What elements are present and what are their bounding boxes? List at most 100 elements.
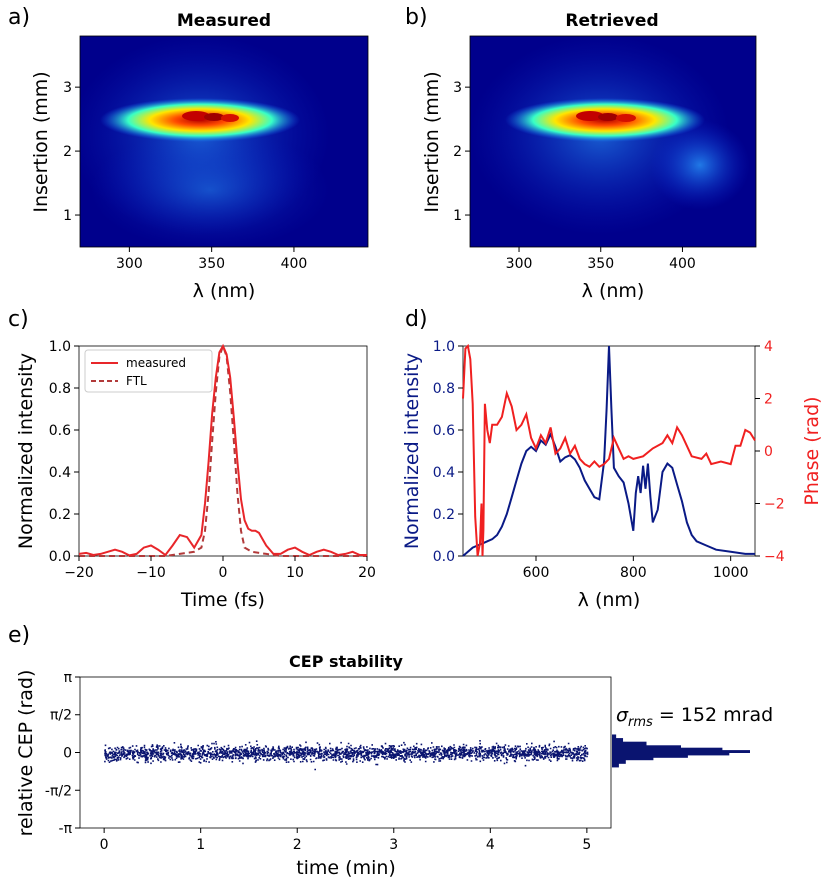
chart-e-ylabel: relative CEP (rad) [15,670,37,837]
x-tick-label: 600 [523,565,550,581]
histogram-bar [612,752,730,756]
histogram-bar [612,741,647,746]
y-right-tick-label: −4 [764,549,785,565]
chart-d-ylabel-right: Phase (rad) [801,396,823,505]
x-tick-label: 10 [286,565,304,581]
y-tick-label: 0.0 [49,549,71,565]
heatmap-b-xlabel: λ (nm) [582,280,645,302]
heatmap-a-spot-2 [204,113,224,121]
y-tick-label: π/2 [50,708,72,724]
histogram-bar [612,734,617,739]
series-line-measured [78,343,367,557]
y-tick-label: 0.8 [49,381,71,397]
y-tick-label: 0.4 [49,465,71,481]
heatmap-b-spot-3 [616,114,636,122]
sigma-subscript: rms [628,715,653,730]
panel-label-c: c) [8,307,29,332]
heatmap-b-ticks: 300 350 400 1 2 3 [453,80,696,272]
y-tick-label: 0.2 [433,507,455,523]
histogram-bar [612,738,624,743]
chart-d-xlabel: λ (nm) [578,589,641,611]
y-tick-label: 0.2 [49,507,71,523]
chart-d-ticks: 600 800 1000 0.0 0.2 0.4 0.6 0.8 1.0 −4 −2 0 2 4 [433,339,785,581]
x-tick-label: 1 [196,837,205,853]
chart-d-ylabel-left: Normalized intensity [401,353,423,549]
histogram-bar [612,747,723,751]
y-tick-label: 0 [63,746,72,762]
x-tick-label: 0 [100,837,109,853]
chart-e-histogram [612,734,750,768]
x-tick-label: 3 [389,837,398,853]
heatmap-a-title: Measured [177,11,271,31]
chart-e-ticks: 0 1 2 3 4 5 -π -π/2 0 π/2 π [45,670,591,853]
histogram-bar [612,757,654,761]
y-tick-label: 0.6 [49,423,71,439]
heatmap-b-ylabel: Insertion (mm) [421,71,443,212]
x-tick-label: 400 [669,256,696,272]
y-right-tick-label: 0 [764,444,773,460]
x-tick-label: −20 [64,565,94,581]
chart-d-frame [462,345,756,557]
x-tick-label: −10 [136,565,166,581]
series-line-ftl [79,342,367,557]
y-tick-label: 1.0 [49,339,71,355]
histogram-bar [612,759,626,764]
panel-label-d: d) [405,307,428,332]
histogram-bar [612,745,681,749]
heatmap-a-frame [79,35,369,248]
y-tick-label: 3 [453,80,462,96]
y-tick-label: 0.8 [433,381,455,397]
panel-label-e: e) [8,623,30,648]
heatmap-a-spot-3 [221,114,239,122]
chart-d-plot [462,343,756,557]
chart-e: CEP stability 0 1 2 3 4 5 -π -π/2 0 π/2 π σrms = 1… [15,652,773,879]
legend-label-ftl: FTL [126,374,147,388]
chart-c: −20 −10 0 10 20 0.0 0.2 0.4 0.6 0.8 1.0 measured F… [15,339,376,611]
histogram-bar [612,763,619,768]
series-line-phase [462,343,756,557]
y-tick-label: 0.6 [433,423,455,439]
x-tick-label: 800 [620,565,647,581]
heatmap-b-side-glow [650,120,750,210]
y-tick-label: 0.0 [433,549,455,565]
y-tick-label: 0.4 [433,465,455,481]
chart-c-plot [78,342,367,557]
chart-d: 600 800 1000 0.0 0.2 0.4 0.6 0.8 1.0 −4 −2 0 2 4 λ (n… [401,339,823,611]
sigma-annotation: σrms = 152 mrad [616,704,773,730]
chart-e-xlabel: time (min) [296,857,396,879]
x-tick-label: 350 [587,256,614,272]
heatmap-a: Measured 300 350 400 1 2 3 λ (nm) Insertion (… [30,11,369,302]
x-tick-label: 20 [358,565,376,581]
heatmap-b-spot-2 [598,113,618,121]
x-tick-label: 0 [219,565,228,581]
x-tick-label: 300 [506,256,533,272]
y-tick-label: 3 [63,80,72,96]
y-tick-label: 1 [453,208,462,224]
x-tick-label: 400 [281,256,308,272]
panel-label-a: a) [8,5,30,30]
heatmap-a-ylabel: Insertion (mm) [30,71,52,212]
scatter-points [104,740,589,771]
series-line-intensity [462,345,755,557]
x-tick-label: 2 [293,837,302,853]
x-tick-label: 350 [198,256,225,272]
chart-c-ylabel: Normalized intensity [15,353,37,549]
heatmap-b-spot-1 [576,111,604,121]
legend-label-measured: measured [126,356,186,370]
x-tick-label: 5 [582,837,591,853]
histogram-bar [612,750,750,753]
y-tick-label: -π/2 [45,783,72,799]
chart-c-ticks: −20 −10 0 10 20 0.0 0.2 0.4 0.6 0.8 1.0 [49,339,376,581]
y-tick-label: 2 [63,144,72,160]
x-tick-label: 4 [486,837,495,853]
heatmap-a-xlabel: λ (nm) [193,280,256,302]
y-right-tick-label: 2 [764,392,773,408]
chart-c-legend: measured FTL [84,349,213,393]
heatmap-b: Retrieved 300 350 400 1 2 3 λ (nm) Insertion … [421,11,757,302]
heatmap-b-frame [469,35,757,248]
heatmap-a-ticks: 300 350 400 1 2 3 [63,80,307,272]
y-right-tick-label: 4 [764,339,773,355]
x-tick-label: 300 [116,256,143,272]
y-tick-label: 1.0 [433,339,455,355]
